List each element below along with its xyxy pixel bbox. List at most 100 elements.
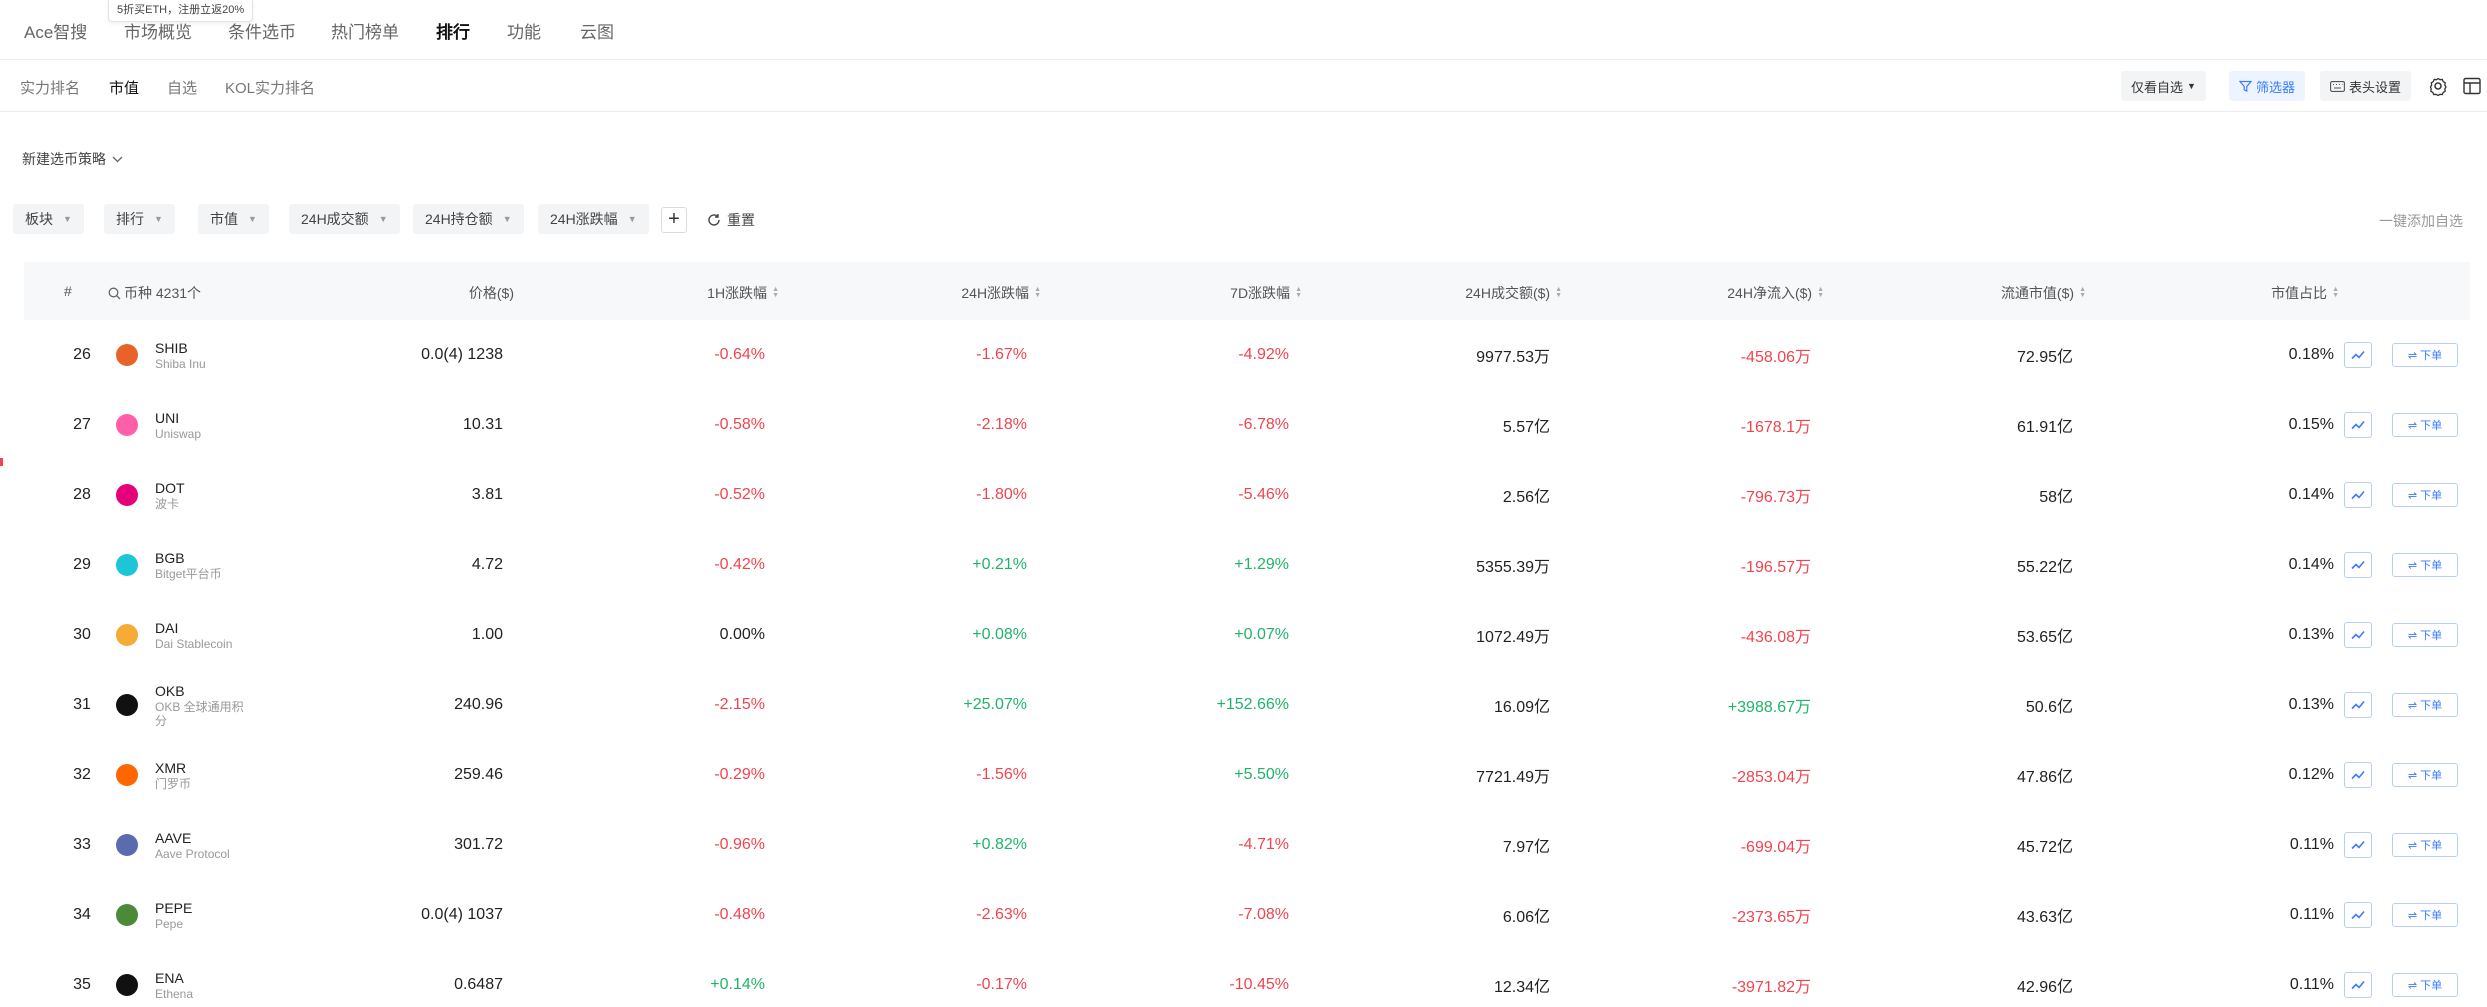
coin-name[interactable]: PEPE Pepe <box>155 880 192 950</box>
filter-rank[interactable]: 排行 ▼ <box>104 204 175 234</box>
coin-name[interactable]: BGB Bitget平台币 <box>155 530 222 600</box>
coin-name[interactable]: OKB OKB 全球通用积分 <box>155 670 250 740</box>
watch-only-dropdown[interactable]: 仅看自选 ▼ <box>2121 71 2206 101</box>
search-icon[interactable] <box>108 287 121 300</box>
order-button[interactable]: ⇌ 下单 <box>2392 623 2458 647</box>
layout-icon[interactable] <box>2462 76 2482 96</box>
change-24h: +25.07% <box>963 696 1027 713</box>
th-mcap-share-label: 市值占比 <box>2271 285 2328 301</box>
change-24h: +0.21% <box>972 556 1027 573</box>
coin-name[interactable]: DAI Dai Stablecoin <box>155 600 232 670</box>
nav-hot-lists[interactable]: 热门榜单 <box>331 23 399 42</box>
order-button[interactable]: ⇌ 下单 <box>2392 483 2458 507</box>
tab-kol-rank[interactable]: KOL实力排名 <box>225 80 316 97</box>
swap-icon: ⇌ <box>2407 699 2418 712</box>
trend-chart-button[interactable] <box>2344 762 2372 788</box>
settings-icon[interactable] <box>2428 76 2448 96</box>
trend-chart-button[interactable] <box>2344 832 2372 858</box>
filter-market-cap[interactable]: 市值 ▼ <box>198 204 269 234</box>
caret-down-icon: ▼ <box>2187 81 2196 91</box>
tab-strength-rank[interactable]: 实力排名 <box>20 80 81 97</box>
tab-watchlist[interactable]: 自选 <box>167 80 198 97</box>
circ-mcap: 47.86亿 <box>2016 769 2073 786</box>
coin-name[interactable]: AAVE Aave Protocol <box>155 810 230 880</box>
coin-name[interactable]: ENA Ethena <box>155 950 193 1007</box>
trend-chart-button[interactable] <box>2344 902 2372 928</box>
filter-open-interest-24h[interactable]: 24H持仓额 ▼ <box>413 204 524 234</box>
coin-name[interactable]: XMR 门罗币 <box>155 740 191 810</box>
table-row[interactable]: 35 ENA Ethena 0.6487 +0.14% -0.17% -10.4… <box>24 950 2470 1007</box>
mcap-share: 0.13% <box>2288 626 2334 643</box>
table-row[interactable]: 34 PEPE Pepe 0.0(4) 1037 -0.48% -2.63% -… <box>24 880 2470 950</box>
order-label: 下单 <box>2420 350 2443 362</box>
order-button[interactable]: ⇌ 下单 <box>2392 763 2458 787</box>
table-row[interactable]: 31 OKB OKB 全球通用积分 240.96 -2.15% +25.07% … <box>24 670 2470 740</box>
trend-chart-button[interactable] <box>2344 412 2372 438</box>
rank: 32 <box>73 766 91 783</box>
nav-features[interactable]: 功能 <box>507 23 541 42</box>
th-netflow-24h[interactable]: 24H净流入($) ▲ ▼ <box>1614 283 1824 303</box>
nav-ace-search[interactable]: Ace智搜 <box>24 23 88 42</box>
mcap-share: 0.13% <box>2288 696 2334 713</box>
th-volume-24h[interactable]: 24H成交额($) ▲ ▼ <box>1354 283 1562 303</box>
scroll-marker <box>0 458 3 466</box>
table-row[interactable]: 30 DAI Dai Stablecoin 1.00 0.00% +0.08% … <box>24 600 2470 670</box>
header-settings-button[interactable]: 表头设置 <box>2320 71 2412 101</box>
trend-chart-button[interactable] <box>2344 552 2372 578</box>
coin-full-name: Uniswap <box>155 426 202 441</box>
order-button[interactable]: ⇌ 下单 <box>2392 553 2458 577</box>
trend-chart-button[interactable] <box>2344 482 2372 508</box>
coin-name[interactable]: DOT 波卡 <box>155 460 185 530</box>
netflow-24h: -458.06万 <box>1740 349 1811 366</box>
filter-sector[interactable]: 板块 ▼ <box>13 204 84 234</box>
netflow-24h: -2373.65万 <box>1731 909 1811 926</box>
th-change-7d[interactable]: 7D涨跌幅 ▲ ▼ <box>1094 283 1302 303</box>
nav-condition-pick[interactable]: 条件选币 <box>228 23 296 42</box>
filter-rank-label: 排行 <box>116 211 144 227</box>
coin-name[interactable]: SHIB Shiba Inu <box>155 320 206 390</box>
order-button[interactable]: ⇌ 下单 <box>2392 693 2458 717</box>
order-button[interactable]: ⇌ 下单 <box>2392 413 2458 437</box>
reset-button[interactable]: 重置 <box>707 210 755 230</box>
order-button[interactable]: ⇌ 下单 <box>2392 973 2458 997</box>
th-mcap-share[interactable]: 市值占比 ▲ ▼ <box>2204 283 2339 303</box>
table-row[interactable]: 32 XMR 门罗币 259.46 -0.29% -1.56% +5.50% 7… <box>24 740 2470 810</box>
coin-icon <box>116 320 140 390</box>
reset-label: 重置 <box>727 212 755 228</box>
trend-chart-button[interactable] <box>2344 692 2372 718</box>
promo-tooltip[interactable]: 5折买ETH，注册立返20% <box>108 0 254 22</box>
trend-chart-button[interactable] <box>2344 972 2372 998</box>
order-button[interactable]: ⇌ 下单 <box>2392 833 2458 857</box>
nav-cloud-map[interactable]: 云图 <box>580 23 614 42</box>
trend-chart-button[interactable] <box>2344 342 2372 368</box>
th-price[interactable]: 价格($) <box>314 283 514 303</box>
table-row[interactable]: 33 AAVE Aave Protocol 301.72 -0.96% +0.8… <box>24 810 2470 880</box>
table-row[interactable]: 27 UNI Uniswap 10.31 -0.58% -2.18% -6.78… <box>24 390 2470 460</box>
th-change-1h[interactable]: 1H涨跌幅 ▲ ▼ <box>574 283 779 303</box>
top-nav: Ace智搜 市场概览 条件选币 热门榜单 排行 功能 云图 <box>0 0 2487 60</box>
new-strategy-dropdown[interactable]: 新建选币策略 <box>22 149 123 169</box>
table-row[interactable]: 26 SHIB Shiba Inu 0.0(4) 1238 -0.64% -1.… <box>24 320 2470 390</box>
order-button[interactable]: ⇌ 下单 <box>2392 343 2458 367</box>
add-filter-button[interactable]: + <box>661 207 687 233</box>
circ-mcap: 72.95亿 <box>2016 349 2073 366</box>
th-change-24h[interactable]: 24H涨跌幅 ▲ ▼ <box>834 283 1041 303</box>
trend-chart-button[interactable] <box>2344 622 2372 648</box>
filter-volume-24h[interactable]: 24H成交额 ▼ <box>289 204 400 234</box>
nav-ranking[interactable]: 排行 <box>436 23 470 42</box>
th-circ-mcap[interactable]: 流通市值($) ▲ ▼ <box>1874 283 2086 303</box>
nav-market-overview[interactable]: 市场概览 <box>124 23 192 42</box>
filter-button[interactable]: 筛选器 <box>2229 71 2306 101</box>
table-row[interactable]: 29 BGB Bitget平台币 4.72 -0.42% +0.21% +1.2… <box>24 530 2470 600</box>
order-button[interactable]: ⇌ 下单 <box>2392 903 2458 927</box>
filter-change-24h[interactable]: 24H涨跌幅 ▼ <box>538 204 649 234</box>
caret-down-icon: ▼ <box>63 214 72 224</box>
trend-icon <box>2351 770 2365 780</box>
tab-market-cap[interactable]: 市值 <box>109 80 140 97</box>
add-all-watchlist-button[interactable]: 一键添加自选 <box>2379 213 2463 229</box>
table-row[interactable]: 28 DOT 波卡 3.81 -0.52% -1.80% -5.46% 2.56… <box>24 460 2470 530</box>
caret-down-icon: ▼ <box>378 214 388 224</box>
th-coin[interactable]: 币种 4231个 <box>108 283 201 303</box>
coin-name[interactable]: UNI Uniswap <box>155 390 201 460</box>
price: 0.0(4) 1037 <box>421 906 503 923</box>
